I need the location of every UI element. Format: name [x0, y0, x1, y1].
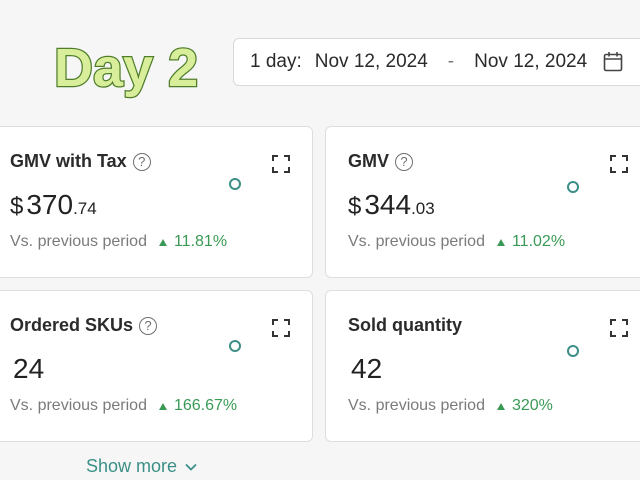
- metric-card-ordered-skus: Ordered SKUs ? 24 Vs. previous period 16…: [0, 290, 313, 442]
- show-more-label: Show more: [86, 456, 178, 476]
- sparkline-dot: [567, 181, 579, 193]
- trend-up: 166.67%: [158, 397, 238, 415]
- metric-card-gmv-with-tax: GMV with Tax ? $370.74 Vs. previous peri…: [0, 126, 313, 278]
- compare-label: Vs. previous period: [10, 233, 147, 250]
- change-value: 11.02%: [511, 233, 566, 250]
- date-range-picker[interactable]: 1 day: Nov 12, 2024 - Nov 12, 2024: [233, 38, 640, 86]
- up-arrow-icon: [158, 402, 167, 410]
- metric-title: Sold quantity: [348, 315, 462, 335]
- day-banner-label: Day 2: [54, 38, 198, 98]
- metric-value: $370.74: [10, 189, 97, 220]
- range-separator: -: [447, 51, 455, 72]
- range-label: 1 day:: [250, 51, 302, 72]
- expand-icon[interactable]: [610, 155, 628, 173]
- sparkline-dot: [229, 340, 241, 352]
- help-icon[interactable]: ?: [395, 152, 414, 171]
- metric-title: GMV: [348, 151, 390, 171]
- up-arrow-icon: [496, 402, 505, 410]
- trend-up: 11.02%: [496, 233, 566, 251]
- compare-label: Vs. previous period: [348, 397, 485, 414]
- show-more-button[interactable]: Show more: [86, 456, 197, 477]
- trend-up: 11.81%: [158, 233, 228, 251]
- compare-label: Vs. previous period: [10, 397, 147, 414]
- help-icon[interactable]: ?: [132, 152, 151, 171]
- change-value: 166.67%: [173, 397, 238, 414]
- up-arrow-icon: [496, 238, 505, 246]
- calendar-icon[interactable]: [603, 51, 623, 73]
- metric-title: Ordered SKUs: [10, 315, 134, 335]
- expand-icon[interactable]: [272, 155, 290, 173]
- metric-card-gmv: GMV ? $344.03 Vs. previous period 11.02%: [325, 126, 640, 278]
- change-value: 320%: [511, 397, 553, 414]
- day-banner: Day 2: [53, 37, 200, 100]
- compare-label: Vs. previous period: [348, 233, 485, 250]
- sparkline-dot: [567, 345, 579, 357]
- expand-icon[interactable]: [610, 319, 628, 337]
- trend-up: 320%: [496, 397, 553, 415]
- metric-card-sold-quantity: Sold quantity 42 Vs. previous period 320…: [325, 290, 640, 442]
- sparkline-dot: [229, 178, 241, 190]
- metric-value: 24: [13, 353, 45, 384]
- metric-value: $344.03: [348, 189, 435, 220]
- metric-value: 42: [351, 353, 383, 384]
- change-value: 11.81%: [173, 233, 228, 250]
- start-date[interactable]: Nov 12, 2024: [314, 51, 428, 72]
- up-arrow-icon: [158, 238, 167, 246]
- help-icon[interactable]: ?: [139, 316, 158, 335]
- expand-icon[interactable]: [272, 319, 290, 337]
- end-date[interactable]: Nov 12, 2024: [474, 51, 588, 72]
- metric-title: GMV with Tax: [10, 151, 127, 171]
- chevron-down-icon: [185, 463, 197, 471]
